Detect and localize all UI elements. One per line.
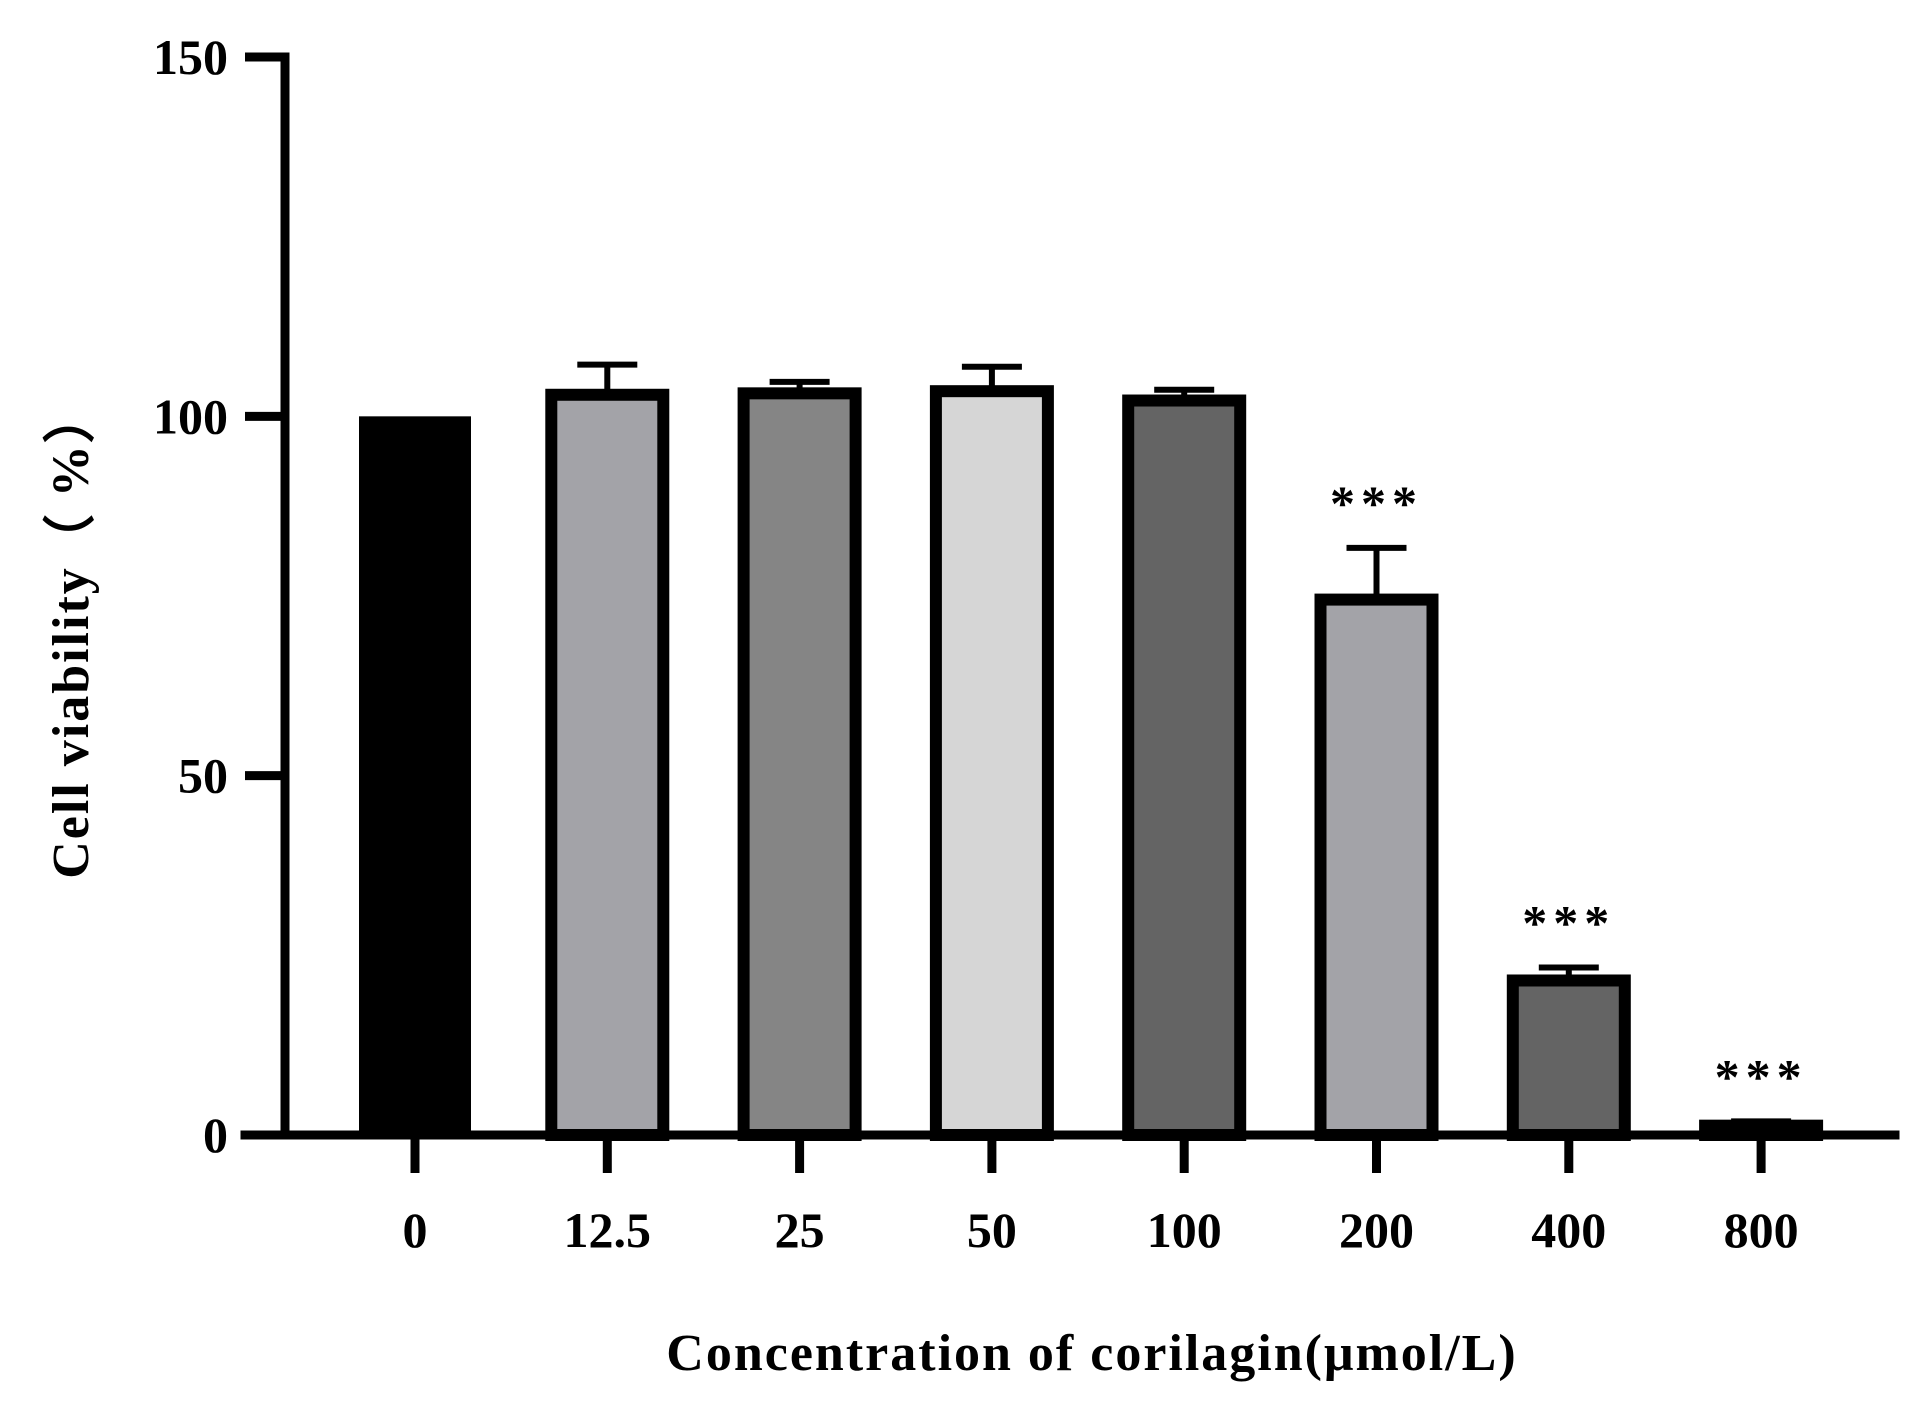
y-axis-title: Cell viability（ %） (42, 389, 100, 879)
bar-100 (1122, 394, 1247, 1142)
x-tick-label: 0 (403, 1202, 428, 1258)
y-tick-label: 150 (153, 29, 228, 85)
x-tick-label: 200 (1339, 1202, 1414, 1258)
error-bar-100 (1154, 386, 1215, 401)
error-bars-layer (577, 361, 1792, 1126)
x-tick-label: 12.5 (564, 1202, 652, 1258)
bars-layer (359, 385, 1824, 1142)
error-bar-800 (1731, 1118, 1792, 1126)
x-tick-label: 25 (775, 1202, 825, 1258)
y-tick-label: 100 (153, 388, 228, 444)
significance-label: *** (1330, 475, 1423, 531)
y-tick-label: 0 (203, 1107, 228, 1163)
axes-layer (240, 52, 1900, 1140)
significance-layer: *** *** *** (1330, 475, 1808, 1104)
x-tick-label: 100 (1147, 1202, 1222, 1258)
bar-400 (1506, 974, 1631, 1142)
error-bar-12.5 (577, 361, 638, 395)
error-bar-400 (1538, 964, 1599, 981)
x-ticks-layer: 0 12.5 25 50 100 200 400 800 (403, 1135, 1799, 1258)
error-bar-200 (1346, 544, 1407, 600)
bar-50 (929, 385, 1054, 1141)
x-tick-label: 50 (967, 1202, 1017, 1258)
bar-0 (359, 416, 471, 1135)
significance-label: *** (1522, 895, 1615, 951)
error-bar-50 (961, 363, 1022, 392)
x-axis-title: Concentration of corilagin(μmol/L) (666, 1325, 1517, 1382)
bar-25 (737, 387, 862, 1141)
bar-12.5 (545, 388, 670, 1142)
significance-label: *** (1715, 1048, 1808, 1104)
y-ticks-layer: 0 50 100 150 (153, 29, 285, 1163)
x-tick-label: 800 (1724, 1202, 1799, 1258)
bar-200 (1314, 593, 1439, 1141)
y-tick-label: 50 (178, 748, 228, 804)
error-bar-25 (769, 378, 830, 394)
x-tick-label: 400 (1531, 1202, 1606, 1258)
